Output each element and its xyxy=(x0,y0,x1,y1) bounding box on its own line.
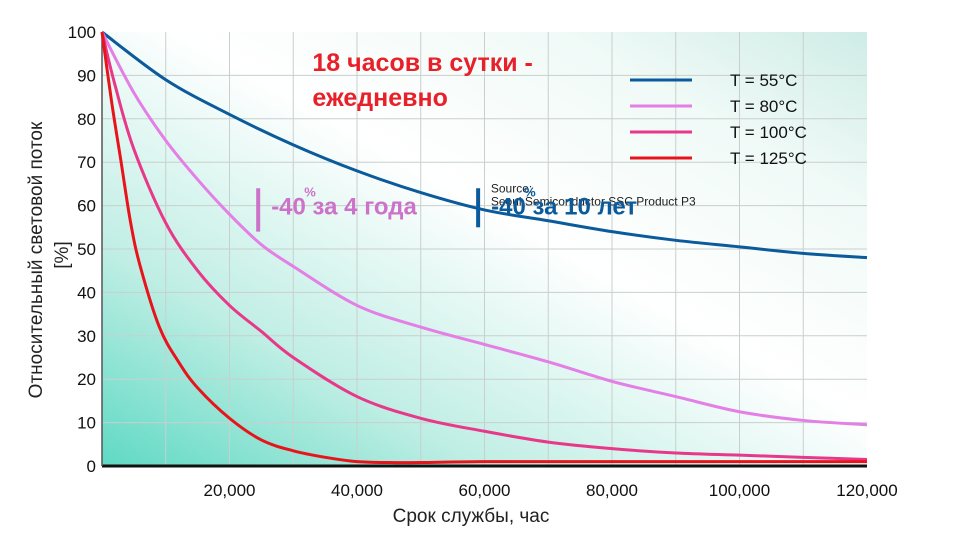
marker-label-1: -40 за 4 года xyxy=(271,193,417,220)
series-group xyxy=(100,30,868,465)
x-tick-label: 80,000 xyxy=(586,481,638,500)
marker-percent-2: % xyxy=(524,184,536,199)
annotations: Source:Seoul Semiconductor SSC Product P… xyxy=(312,49,696,209)
schedule-note-line-1: 18 часов в сутки - xyxy=(312,49,532,77)
y-axis-unit: [%] xyxy=(52,241,73,268)
y-tick-label: 30 xyxy=(77,327,96,346)
legend-label-1: T = 55°C xyxy=(730,71,797,90)
x-axis-label: Срок службы, час xyxy=(393,506,550,527)
y-tick-label: 70 xyxy=(77,153,96,172)
axes xyxy=(101,32,867,468)
legend-label-4: T = 125°C xyxy=(730,149,807,168)
series-line-2 xyxy=(100,31,868,427)
x-tick-label: 120,000 xyxy=(836,481,897,500)
marker-label-2: -40 за 10 лет xyxy=(491,193,637,220)
y-tick-label: 80 xyxy=(77,110,96,129)
grid-lines xyxy=(102,32,867,466)
x-tick-label: 60,000 xyxy=(459,481,511,500)
y-tick-label: 100 xyxy=(68,23,96,42)
y-tick-label: 40 xyxy=(77,283,96,302)
markers: -40 за 4 года%-40 за 10 лет% xyxy=(256,184,637,232)
x-tick-label: 100,000 xyxy=(709,481,770,500)
y-tick-label: 10 xyxy=(77,414,96,433)
series-line-1 xyxy=(101,30,868,260)
legend-label-2: T = 80°C xyxy=(730,97,797,116)
source-label: Source: xyxy=(491,182,532,196)
legend-label-3: T = 100°C xyxy=(730,123,807,142)
marker-percent-1: % xyxy=(304,184,316,199)
y-tick-label: 0 xyxy=(87,457,96,476)
source-product-label: Seoul Semiconductor SSC Product P3 xyxy=(491,195,696,209)
legend: T = 55°C T = 80°C T = 100°C T = 125°C xyxy=(630,71,807,168)
series-line-3 xyxy=(100,31,868,461)
x-tick-label: 40,000 xyxy=(331,481,383,500)
y-tick-label: 90 xyxy=(77,66,96,85)
schedule-note-line-2: ежедневно xyxy=(312,84,448,112)
y-tick-label: 60 xyxy=(77,197,96,216)
tick-labels: 20,000 40,000 60,000 80,000 100,000 120,000 0 1… xyxy=(68,23,898,500)
series-line-4 xyxy=(100,31,867,465)
y-tick-label: 20 xyxy=(77,370,96,389)
y-axis-label: Относительный световой поток xyxy=(26,121,47,398)
y-tick-label: 50 xyxy=(77,240,96,259)
x-tick-label: 20,000 xyxy=(204,481,256,500)
